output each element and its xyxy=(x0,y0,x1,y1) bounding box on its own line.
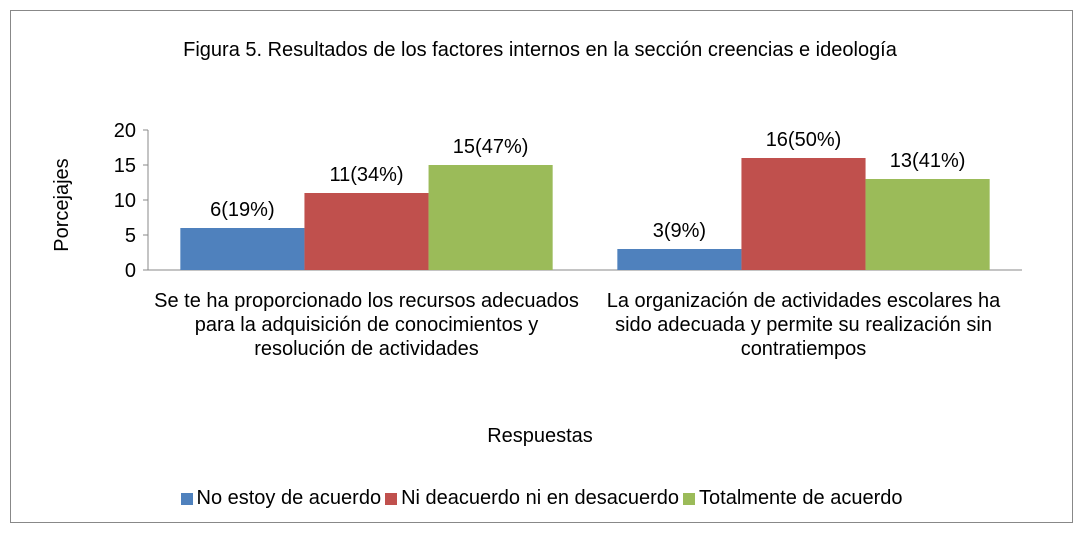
data-label: 16(50%) xyxy=(766,129,842,151)
data-label: 11(34%) xyxy=(329,164,403,186)
legend-label: Totalmente de acuerdo xyxy=(699,487,903,509)
data-label: 13(41%) xyxy=(890,150,966,172)
data-label: 15(47%) xyxy=(453,136,529,158)
legend-swatch xyxy=(385,492,398,505)
bar xyxy=(617,249,742,270)
y-tick-label: 10 xyxy=(114,190,136,212)
chart-frame xyxy=(10,10,1073,523)
legend-label: Ni deacuerdo ni en desacuerdo xyxy=(401,487,680,509)
y-tick-label: 15 xyxy=(114,155,136,177)
legend-item: No estoy de acuerdo xyxy=(180,487,382,510)
legend-swatch xyxy=(683,492,696,505)
legend-swatch xyxy=(180,492,193,505)
data-label: 6(19%) xyxy=(210,199,274,221)
bar xyxy=(865,179,990,270)
x-tick-label: Se te ha proporcionado los recursos adec… xyxy=(154,290,579,360)
x-axis-title: Respuestas xyxy=(487,425,593,447)
y-tick-label: 0 xyxy=(125,260,136,282)
legend-item: Totalmente de acuerdo xyxy=(683,487,903,510)
chart-title: Figura 5. Resultados de los factores int… xyxy=(183,39,897,61)
bar xyxy=(304,193,429,270)
y-tick-label: 20 xyxy=(114,120,136,142)
data-label: 3(9%) xyxy=(653,220,706,242)
y-axis-title: Porcejajes xyxy=(51,158,73,251)
y-tick-label: 5 xyxy=(125,225,136,247)
bar xyxy=(428,165,553,270)
legend-item: Ni deacuerdo ni en desacuerdo xyxy=(385,487,679,510)
legend-label: No estoy de acuerdo xyxy=(196,487,382,509)
bar xyxy=(180,228,305,270)
x-tick-label: La organización de actividades escolares… xyxy=(606,290,1001,360)
legend: No estoy de acuerdo Ni deacuerdo ni en de… xyxy=(0,487,1083,510)
bar xyxy=(741,158,866,270)
